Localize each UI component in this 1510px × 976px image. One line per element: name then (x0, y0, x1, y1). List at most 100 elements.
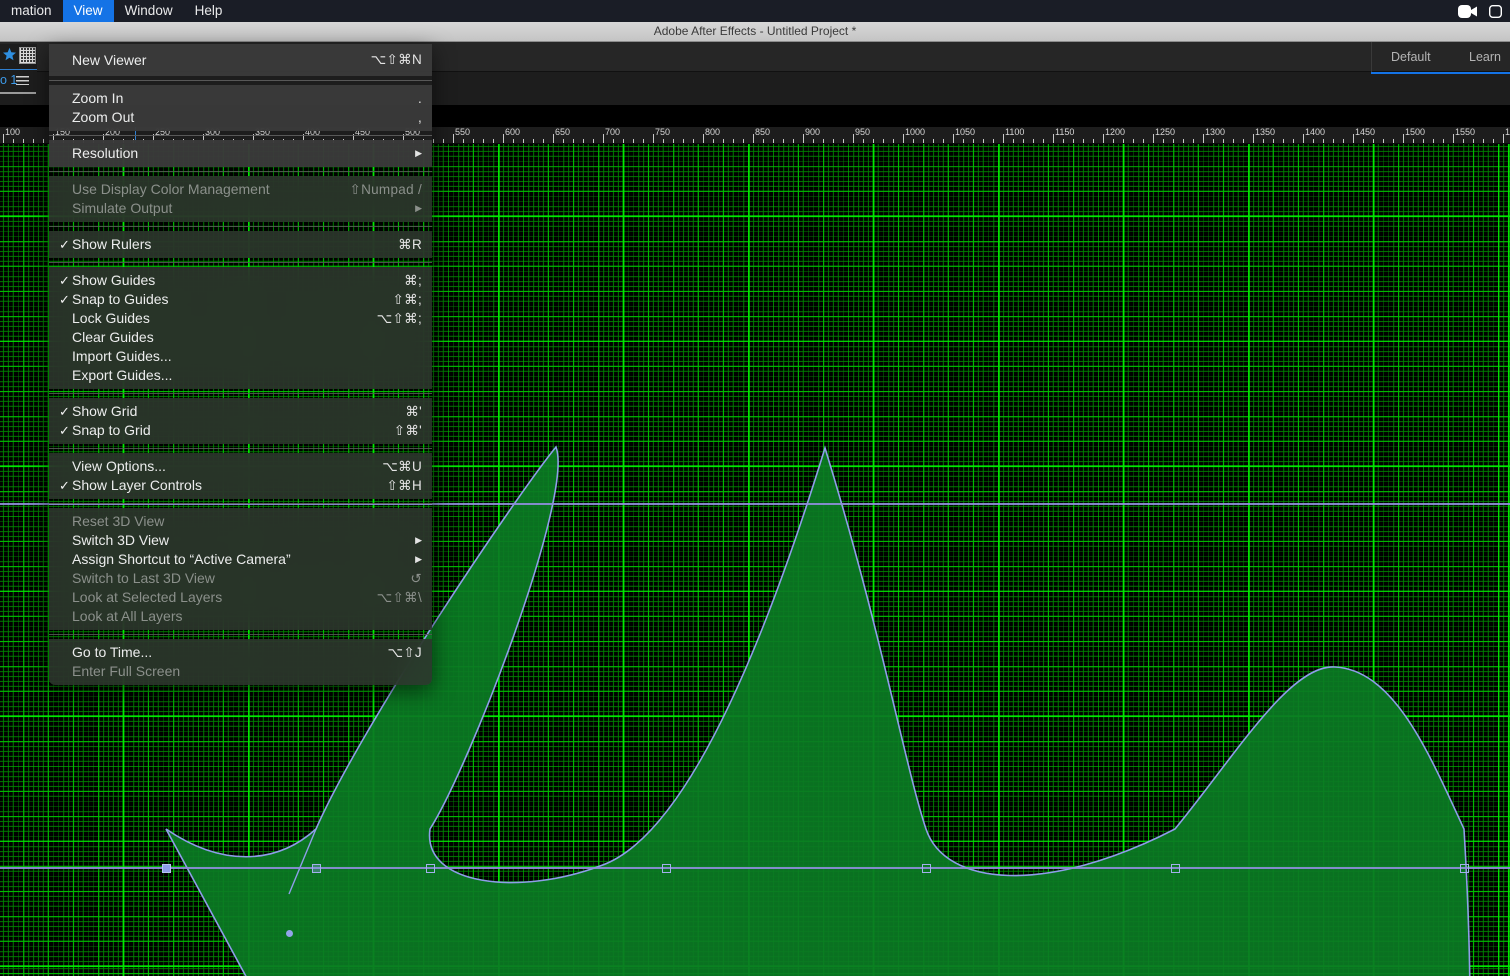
path-vertex[interactable] (425, 863, 435, 873)
ruler-tick (473, 139, 474, 143)
menu-item-new-viewer[interactable]: New Viewer ⌥⇧⌘N (49, 48, 432, 72)
menu-item-view-options[interactable]: View Options... ⌥⌘U (49, 457, 432, 476)
ruler-label: 800 (705, 127, 721, 137)
menu-item-zoom-out[interactable]: Zoom Out, (49, 108, 432, 127)
menu-section: ✓ Show Rulers ⌘R (49, 231, 432, 258)
ruler-label: 450 (355, 127, 371, 137)
path-vertex-selected[interactable] (161, 863, 171, 873)
menu-item-shortcut: ⌘R (398, 237, 422, 252)
menu-item-label: Zoom In (72, 90, 124, 106)
menu-pad (49, 626, 432, 630)
transparency-grid-icon[interactable] (19, 47, 36, 64)
ruler-tick (573, 139, 574, 143)
menu-item-show-layer-controls[interactable]: ✓ Show Layer Controls ⇧⌘H (49, 476, 432, 495)
guide-horizontal-top[interactable] (0, 503, 1510, 505)
menu-item-export-guides[interactable]: Export Guides... (49, 366, 432, 385)
ruler-tick (1403, 134, 1404, 143)
ruler-label: 1350 (1255, 127, 1276, 137)
ruler-tick (823, 139, 824, 143)
comp-name-label[interactable]: o 1 (0, 73, 18, 87)
menu-item-clear-guides[interactable]: Clear Guides (49, 328, 432, 347)
menu-item-label: Assign Shortcut to “Active Camera” (72, 551, 291, 567)
menu-item-switch-3d-view[interactable]: Switch 3D View ▶ (49, 531, 432, 550)
ruler-label: 350 (255, 127, 271, 137)
ruler-tick (533, 139, 534, 143)
path-vertex[interactable] (311, 863, 321, 873)
horizontal-ruler[interactable]: 100 150 200 250 300 350 400 450 500 550 600 650 700 7… (0, 127, 1510, 144)
ruler-tick (1233, 139, 1234, 143)
ruler-tick (913, 139, 914, 143)
star-icon[interactable] (2, 47, 17, 67)
ruler-tick (493, 139, 494, 143)
menu-item-label: Show Layer Controls (72, 477, 202, 493)
menu-item-label: View Options... (72, 458, 166, 474)
menubar-item-help[interactable]: Help (194, 3, 223, 18)
menu-item-show-grid[interactable]: ✓ Show Grid ⌘' (49, 402, 432, 421)
ruler-tick (1043, 139, 1044, 143)
workspace-learn[interactable]: Learn (1469, 50, 1501, 64)
ruler-tick (583, 139, 584, 143)
bezier-handle-dot[interactable] (285, 929, 293, 937)
ruler-tick (903, 134, 904, 143)
workspace-default[interactable]: Default (1391, 50, 1431, 64)
ruler-tick (693, 139, 694, 143)
guide-horizontal-bottom[interactable] (0, 867, 1510, 869)
ruler-tick (1493, 139, 1494, 143)
video-camera-icon[interactable] (1458, 4, 1477, 18)
menu-item-import-guides[interactable]: Import Guides... (49, 347, 432, 366)
ruler-tick (663, 139, 664, 143)
menu-item-snap-to-guides[interactable]: ✓ Snap to Guides ⇧⌘; (49, 290, 432, 309)
menu-item-label: Enter Full Screen (72, 663, 181, 679)
menu-item-label: Use Display Color Management (72, 181, 270, 197)
menu-pad (49, 72, 432, 76)
path-vertex[interactable] (1170, 863, 1180, 873)
path-vertex[interactable] (921, 863, 931, 873)
menu-item-label: Snap to Grid (72, 422, 151, 438)
ruler-tick (513, 139, 514, 143)
menu-item-show-guides[interactable]: ✓ Show Guides ⌘; (49, 271, 432, 290)
control-center-icon[interactable] (1489, 4, 1502, 18)
menu-item-snap-to-grid[interactable]: ✓ Snap to Grid ⇧⌘' (49, 421, 432, 440)
menubar-item-window[interactable]: Window (124, 3, 173, 18)
ruler-tick (1343, 139, 1344, 143)
ruler-tick (1353, 134, 1354, 143)
menu-section: Resolution ▶ (49, 140, 432, 167)
menu-item-reset-3d-view: Reset 3D View (49, 512, 432, 531)
check-icon: ✓ (59, 478, 70, 493)
view-dropdown-menu[interactable]: New Viewer ⌥⇧⌘N Zoom In. Zoom Out, Resolutio… (49, 44, 432, 685)
menu-item-label: Switch to Last 3D View (72, 570, 215, 586)
submenu-arrow-icon: ▶ (415, 554, 422, 564)
ruler-tick (943, 139, 944, 143)
ruler-tick (1483, 139, 1484, 143)
ruler-tick (853, 134, 854, 143)
menu-item-label: Import Guides... (72, 348, 172, 364)
hamburger-icon[interactable] (16, 76, 29, 85)
menu-item-label: Resolution (72, 145, 139, 161)
path-vertex[interactable] (661, 863, 671, 873)
after-effects-window: Adobe After Effects - Untitled Project *… (0, 22, 1510, 976)
ruler-tick (1123, 139, 1124, 143)
ruler-tick (783, 139, 784, 143)
menubar-item-view[interactable]: View (62, 0, 114, 22)
menu-item-lock-guides[interactable]: Lock Guides ⌥⇧⌘; (49, 309, 432, 328)
ruler-tick (1173, 139, 1174, 143)
ruler-label: 1200 (1105, 127, 1126, 137)
menu-item-simulate-output: Simulate Output ▶ (49, 199, 432, 218)
menu-item-shortcut: ⌥⇧⌘N (370, 52, 422, 67)
ruler-tick (1033, 139, 1034, 143)
ruler-tick (1053, 134, 1054, 143)
menu-item-show-rulers[interactable]: ✓ Show Rulers ⌘R (49, 235, 432, 254)
ruler-tick (463, 139, 464, 143)
menu-item-zoom-in[interactable]: Zoom In. (49, 89, 432, 108)
menubar-item-animation[interactable]: mation (11, 3, 52, 18)
path-vertex[interactable] (1459, 863, 1469, 873)
ruler-label: 550 (455, 127, 471, 137)
menu-item-go-to-time[interactable]: Go to Time... ⌥⇧J (49, 643, 432, 662)
ruler-label: 900 (805, 127, 821, 137)
menu-item-resolution[interactable]: Resolution ▶ (49, 144, 432, 163)
menu-pad (49, 127, 432, 131)
ruler-label: 850 (755, 127, 771, 137)
menu-item-assign-shortcut-to-active-camera[interactable]: Assign Shortcut to “Active Camera” ▶ (49, 550, 432, 569)
ruler-label: 300 (205, 127, 221, 137)
ruler-tick (633, 139, 634, 143)
